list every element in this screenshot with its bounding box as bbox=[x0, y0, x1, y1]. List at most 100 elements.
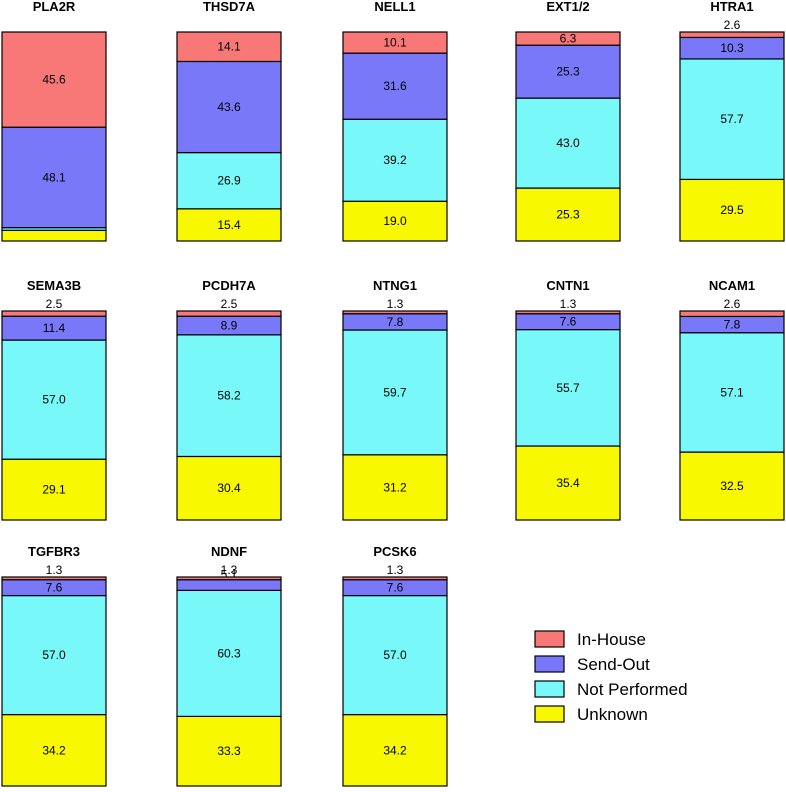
value-label-nell1-unknown: 19.0 bbox=[383, 214, 407, 228]
legend-label-send-out: Send-Out bbox=[577, 655, 650, 674]
value-label-htra1-unknown: 29.5 bbox=[720, 203, 744, 217]
bar-segment-sema3b-unknown bbox=[1, 458, 107, 521]
bar-segment-ext1-2-unknown bbox=[515, 187, 621, 242]
bar-segment-htra1-not-performed bbox=[679, 58, 785, 181]
panel-ncam1: NCAM1 32.5 57.1 7.8 2.6 bbox=[679, 278, 785, 521]
bar-segment-ext1-2-send-out bbox=[515, 44, 621, 99]
bar-segment-pcsk6-not-performed bbox=[342, 594, 448, 716]
value-label-ext1-2-not-performed: 43.0 bbox=[556, 136, 580, 150]
bar-segment-sema3b-not-performed bbox=[1, 339, 107, 460]
value-label-pcsk6-in-house: 1.3 bbox=[387, 563, 404, 577]
value-label-ndnf-not-performed: 60.3 bbox=[217, 646, 241, 660]
panel-pla2r: PLA2R5.11.348.145.6 bbox=[1, 0, 107, 242]
bar-segment-pcsk6-unknown bbox=[342, 713, 448, 787]
value-label-thsd7a-unknown: 15.4 bbox=[217, 218, 241, 232]
bar-segment-tgfbr3-in-house bbox=[1, 576, 107, 581]
value-label-sema3b-in-house: 2.5 bbox=[46, 297, 63, 311]
bar-segment-ntng1-in-house bbox=[342, 310, 448, 315]
panel-cntn1: CNTN1 35.4 55.7 7.6 1.3 bbox=[515, 278, 621, 521]
legend-swatch-in-house bbox=[534, 630, 565, 648]
bar-segment-cntn1-unknown bbox=[515, 445, 621, 521]
value-label-ext1-2-send-out: 25.3 bbox=[556, 65, 580, 79]
panel-ntng1: NTNG1 31.2 59.7 7.8 1.3 bbox=[342, 278, 448, 521]
bar-segment-pla2r-in-house bbox=[1, 31, 107, 128]
value-label-cntn1-send-out: 7.6 bbox=[560, 315, 577, 329]
value-label-htra1-in-house: 2.6 bbox=[724, 18, 741, 32]
value-label-pcsk6-unknown: 34.2 bbox=[383, 743, 407, 757]
panel-title-pcsk6: PCSK6 bbox=[373, 544, 416, 559]
bar-segment-ncam1-in-house bbox=[679, 310, 785, 318]
value-label-htra1-send-out: 10.3 bbox=[720, 41, 744, 55]
bar-segment-ext1-2-not-performed bbox=[515, 97, 621, 189]
legend-swatch-send-out bbox=[534, 655, 565, 673]
value-label-tgfbr3-send-out: 7.6 bbox=[46, 581, 63, 595]
bar-segment-pla2r-send-out bbox=[1, 126, 107, 229]
bar-segment-ncam1-not-performed bbox=[679, 332, 785, 453]
bar-segment-ndnf-unknown bbox=[176, 715, 282, 787]
value-label-ntng1-unknown: 31.2 bbox=[383, 480, 407, 494]
panel-title-cntn1: CNTN1 bbox=[546, 278, 589, 293]
panel-title-ndnf: NDNF bbox=[211, 544, 247, 559]
bar-segment-htra1-unknown bbox=[679, 178, 785, 242]
legend-swatch-not-performed bbox=[534, 680, 565, 698]
bar-segment-nell1-send-out bbox=[342, 52, 448, 120]
value-label-tgfbr3-not-performed: 57.0 bbox=[42, 648, 66, 662]
value-label-nell1-in-house: 10.1 bbox=[383, 36, 407, 50]
bar-segment-pcdh7a-in-house bbox=[176, 310, 282, 317]
value-label-cntn1-in-house: 1.3 bbox=[560, 297, 577, 311]
panel-title-pcdh7a: PCDH7A bbox=[202, 278, 256, 293]
bar-segment-thsd7a-unknown bbox=[176, 208, 282, 242]
value-label-thsd7a-in-house: 14.1 bbox=[217, 40, 241, 54]
panel-title-nell1: NELL1 bbox=[374, 0, 415, 14]
panel-title-thsd7a: THSD7A bbox=[203, 0, 256, 14]
panel-nell1: NELL1 19.0 39.2 31.6 10.1 bbox=[342, 0, 448, 242]
bar-segment-ntng1-not-performed bbox=[342, 329, 448, 456]
legend-label-not-performed: Not Performed bbox=[577, 680, 688, 699]
value-label-ncam1-not-performed: 57.1 bbox=[720, 385, 744, 399]
legend: In-House Send-Out Not Performed Unknown bbox=[534, 630, 688, 724]
value-label-tgfbr3-unknown: 34.2 bbox=[42, 743, 66, 757]
value-label-ntng1-in-house: 1.3 bbox=[387, 297, 404, 311]
panel-thsd7a: THSD7A 15.4 26.9 43.6 14.1 bbox=[176, 0, 282, 242]
value-label-cntn1-unknown: 35.4 bbox=[556, 476, 580, 490]
legend-swatch-unknown bbox=[534, 705, 565, 723]
legend-label-in-house: In-House bbox=[577, 630, 646, 649]
panel-htra1: HTRA1 29.5 57.7 10.3 2.6 bbox=[679, 0, 785, 242]
bar-segment-sema3b-in-house bbox=[1, 310, 107, 317]
panel-pcdh7a: PCDH7A 30.4 58.2 8.9 2.5 bbox=[176, 278, 282, 521]
value-label-ext1-2-unknown: 25.3 bbox=[556, 208, 580, 222]
panel-title-tgfbr3: TGFBR3 bbox=[28, 544, 80, 559]
value-label-pcsk6-not-performed: 57.0 bbox=[383, 648, 407, 662]
panel-tgfbr3: TGFBR3 34.2 57.0 7.6 1.3 bbox=[1, 544, 107, 787]
panel-title-sema3b: SEMA3B bbox=[27, 278, 81, 293]
value-label-ndnf-unknown: 33.3 bbox=[217, 744, 241, 758]
panel-title-htra1: HTRA1 bbox=[710, 0, 753, 14]
bar-segment-htra1-in-house bbox=[679, 31, 785, 39]
value-label-thsd7a-send-out: 43.6 bbox=[217, 100, 241, 114]
bar-segment-nell1-in-house bbox=[342, 31, 448, 54]
panel-title-pla2r: PLA2R bbox=[33, 0, 76, 14]
panel-title-ntng1: NTNG1 bbox=[373, 278, 417, 293]
panel-sema3b: SEMA3B 29.1 57.0 11.4 2.5 bbox=[1, 278, 107, 521]
value-label-cntn1-not-performed: 55.7 bbox=[556, 381, 580, 395]
value-label-nell1-not-performed: 39.2 bbox=[383, 153, 407, 167]
bar-segment-thsd7a-send-out bbox=[176, 60, 282, 154]
bar-segment-thsd7a-in-house bbox=[176, 31, 282, 63]
value-label-ncam1-send-out: 7.8 bbox=[724, 318, 741, 332]
value-label-thsd7a-not-performed: 26.9 bbox=[217, 174, 241, 188]
value-label-sema3b-unknown: 29.1 bbox=[42, 483, 66, 497]
value-label-pcdh7a-not-performed: 58.2 bbox=[217, 389, 241, 403]
value-label-pcdh7a-in-house: 2.5 bbox=[221, 297, 238, 311]
value-label-sema3b-not-performed: 57.0 bbox=[42, 393, 66, 407]
value-label-tgfbr3-in-house: 1.3 bbox=[46, 563, 63, 577]
value-label-ncam1-unknown: 32.5 bbox=[720, 479, 744, 493]
value-label-ntng1-not-performed: 59.7 bbox=[383, 385, 407, 399]
value-label-ndnf-in-house: 1.3 bbox=[221, 563, 238, 577]
bar-segment-tgfbr3-not-performed bbox=[1, 594, 107, 716]
legend-label-unknown: Unknown bbox=[577, 705, 648, 724]
value-label-sema3b-send-out: 11.4 bbox=[43, 321, 66, 335]
value-label-nell1-send-out: 31.6 bbox=[383, 79, 407, 93]
